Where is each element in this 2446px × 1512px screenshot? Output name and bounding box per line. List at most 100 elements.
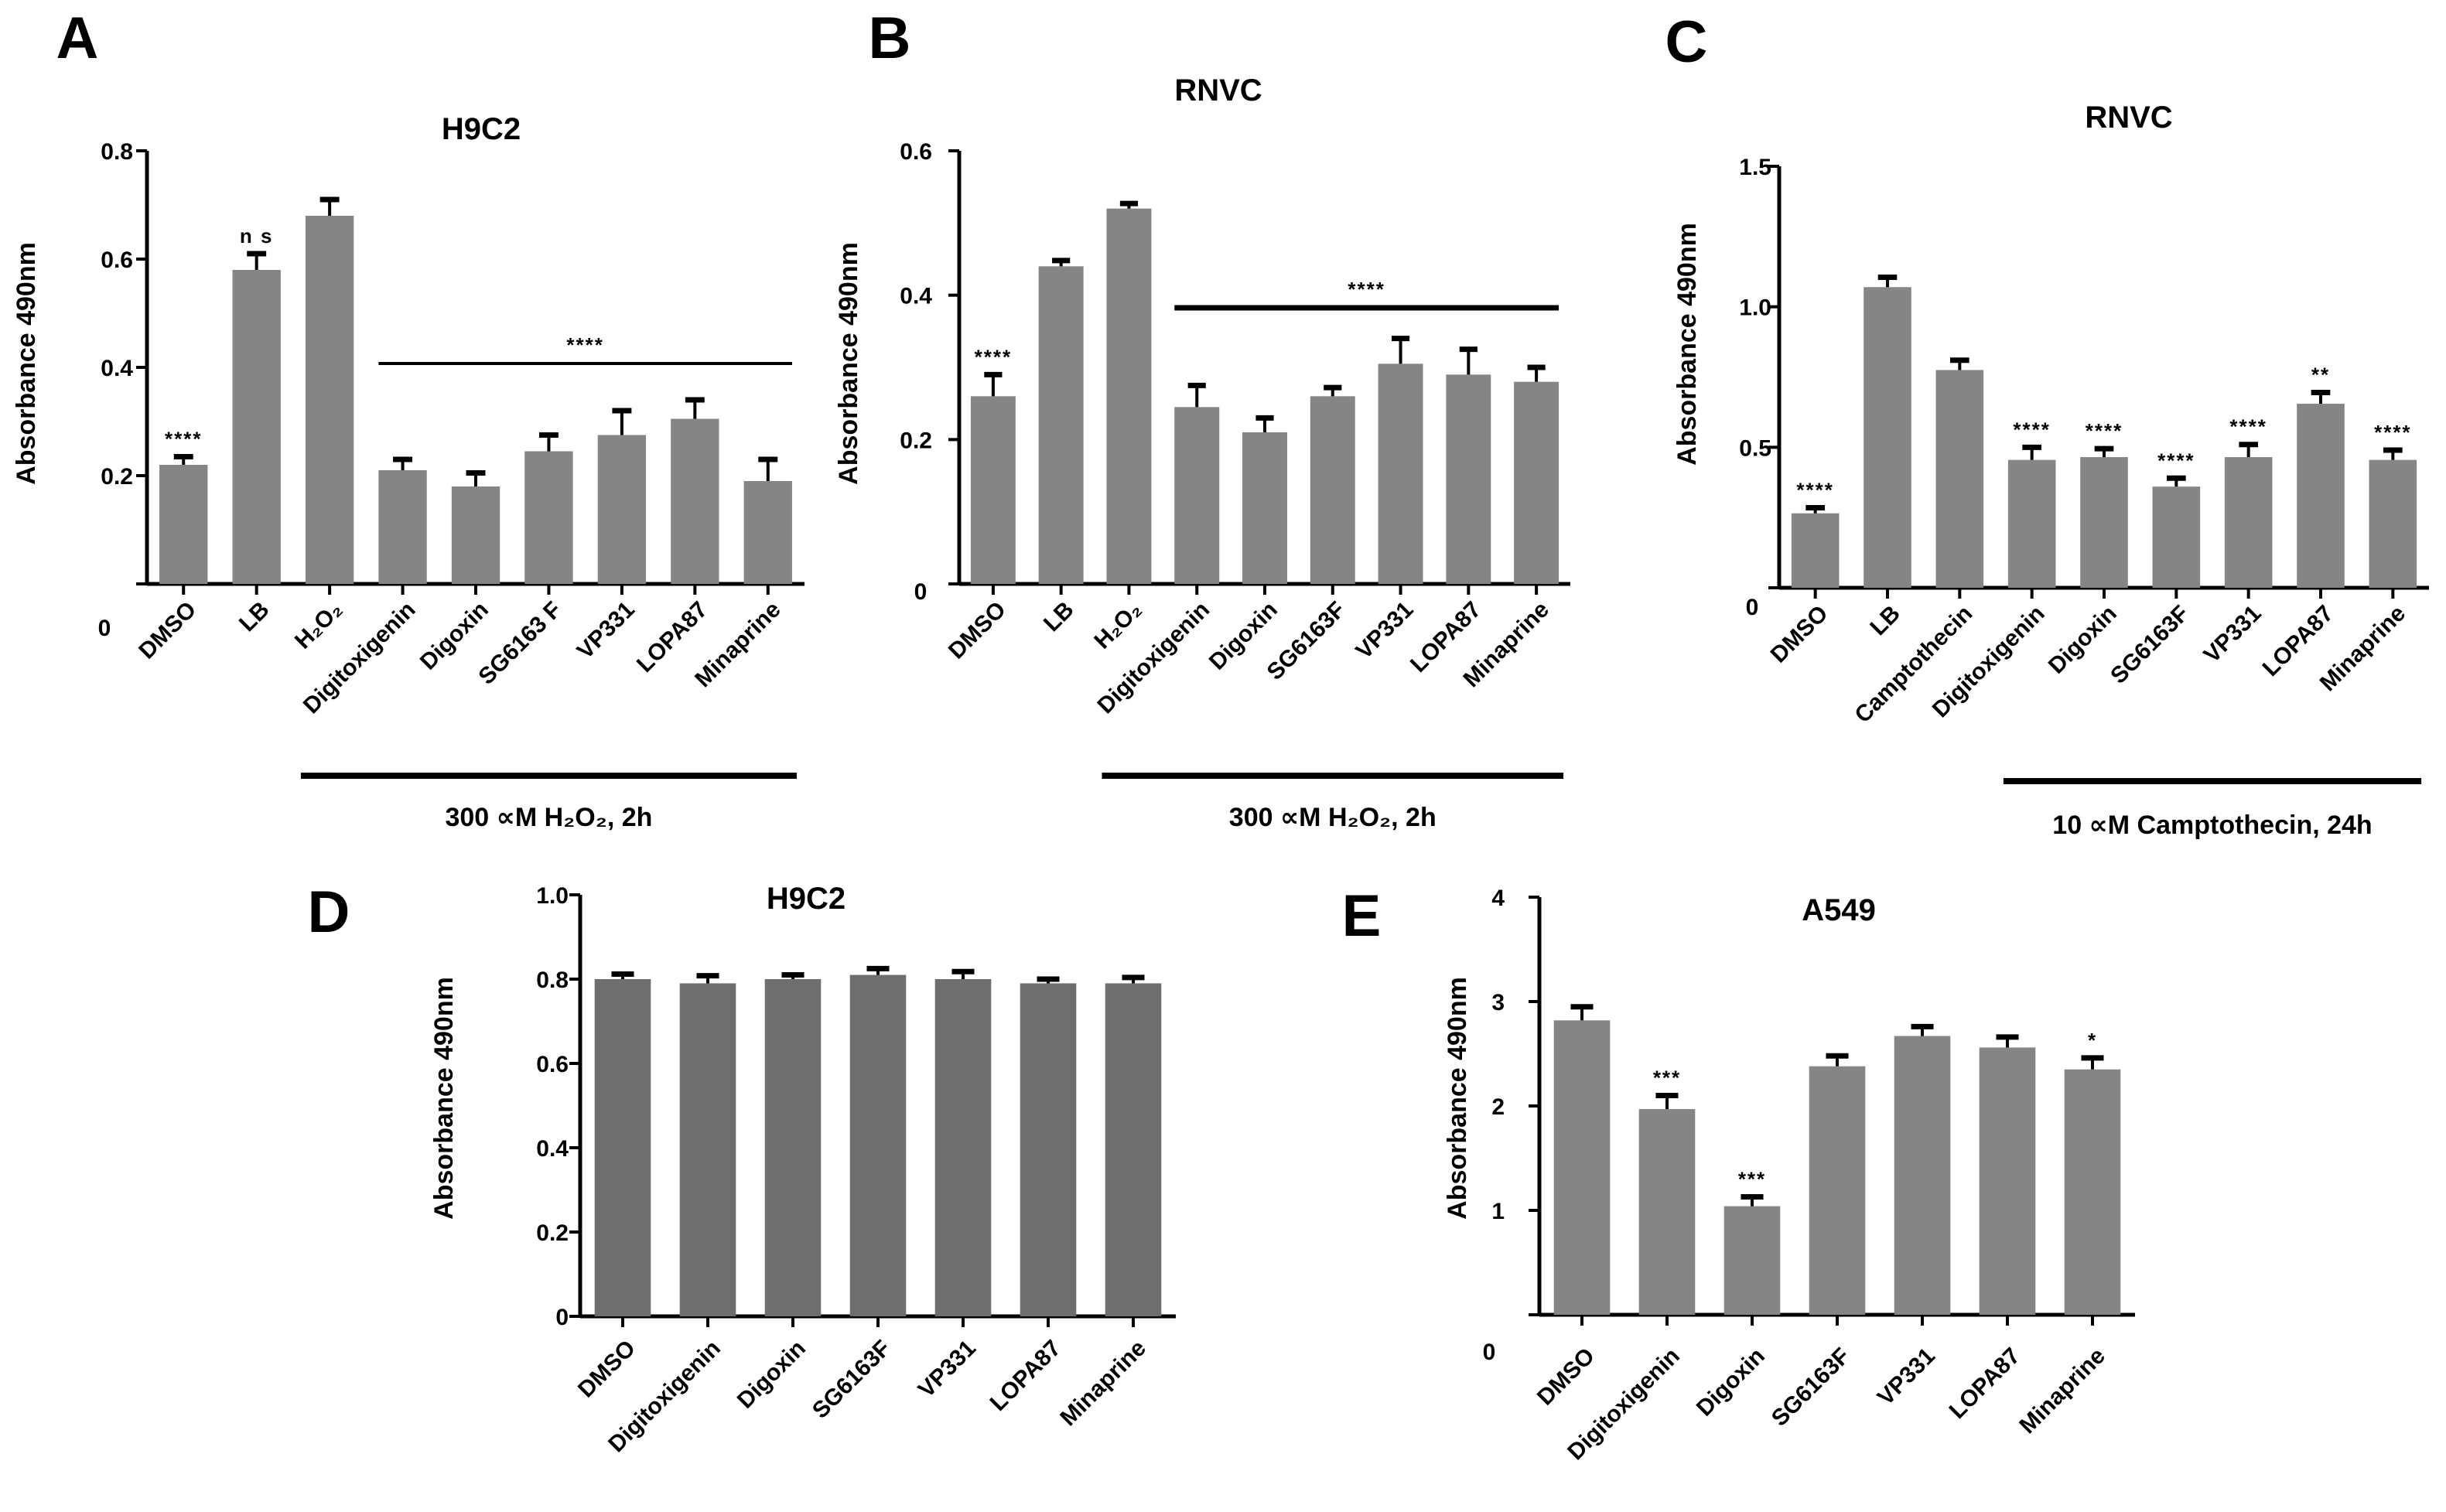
category-label: VP331: [2199, 601, 2267, 668]
category-label: LOPA87: [1945, 1343, 2025, 1424]
category-label: LOPA87: [986, 1336, 1066, 1416]
y-tick-label: 0.8: [101, 139, 133, 165]
treatment-bracket-label: 300 ∝M H₂O₂, 2h: [445, 803, 652, 832]
significance-label: n s: [240, 224, 274, 247]
chart-title: RNVC: [1174, 73, 1262, 108]
y-tick-label: 0.6: [101, 247, 133, 273]
bar: [1723, 1206, 1781, 1315]
bar: [524, 451, 573, 584]
y-tick-label: 0.4: [900, 284, 932, 309]
y-tick-label: 0: [1746, 595, 1759, 620]
y-tick-label: 1.0: [1739, 295, 1771, 321]
bar: [2064, 1069, 2121, 1315]
bar: [597, 435, 647, 584]
bar: [1105, 983, 1162, 1316]
significance-label: *: [2088, 1029, 2097, 1052]
y-tick-label: 0.5: [1739, 435, 1771, 461]
bar: [1809, 1066, 1866, 1315]
y-axis-label: Absorbance 490nm: [834, 242, 863, 485]
category-label: VP331: [1351, 597, 1418, 664]
significance-label: ****: [2086, 419, 2123, 442]
significance-label: ****: [1796, 478, 1833, 501]
y-tick-label: 1.0: [536, 883, 569, 909]
treatment-bracket-label: 10 ∝M Camptothecin, 24h: [2052, 811, 2372, 840]
bar: [2080, 457, 2128, 588]
group-significance-label: ****: [566, 333, 603, 357]
bar: [970, 396, 1016, 584]
significance-label: ****: [2229, 415, 2267, 439]
significance-label: ***: [1653, 1067, 1681, 1090]
category-label: LB: [1039, 597, 1079, 637]
category-label: H₂O₂: [290, 597, 347, 654]
y-tick-label: 0: [98, 616, 111, 641]
category-label: DMSO: [1532, 1343, 1600, 1411]
bar: [2224, 457, 2273, 588]
panel-b: B RNVC Absorbance 490nm 0 0.2 0.4 0.6 **** DMSO L…: [834, 5, 1570, 832]
y-tick-label: 2: [1491, 1094, 1505, 1120]
bar: [1310, 396, 1355, 584]
bar: [934, 979, 992, 1316]
bar: [1106, 208, 1152, 584]
bar: [1638, 1109, 1696, 1315]
category-label: DMSO: [134, 597, 201, 664]
significance-label: ****: [165, 428, 202, 451]
category-label: DMSO: [1766, 601, 1833, 668]
bar: [159, 465, 208, 584]
category-label: LB: [1865, 601, 1905, 641]
bar: [2007, 459, 2056, 588]
bar: [1894, 1036, 1951, 1315]
chart-title: H9C2: [767, 882, 846, 916]
category-label: LB: [234, 597, 275, 637]
y-tick-label: 0: [914, 579, 927, 605]
y-axis-label: Absorbance 490nm: [1443, 977, 1472, 1220]
category-label: Minaprine: [1055, 1336, 1151, 1432]
panel-letter: C: [1665, 9, 1708, 75]
y-tick-label: 0.4: [101, 356, 133, 381]
bar: [1020, 983, 1077, 1316]
category-label: Minaprine: [2014, 1343, 2110, 1439]
y-tick-label: 0.4: [536, 1136, 569, 1162]
y-axis-label: Absorbance 490nm: [12, 242, 41, 485]
category-label: DMSO: [944, 597, 1011, 664]
category-label: DMSO: [573, 1336, 641, 1403]
category-label: VP331: [1873, 1343, 1940, 1411]
bar: [305, 216, 354, 584]
bar: [679, 983, 736, 1316]
bar: [671, 418, 719, 584]
y-tick-label: 0: [555, 1305, 569, 1330]
bar: [1038, 266, 1084, 584]
bar: [1174, 407, 1220, 584]
bar: [378, 470, 427, 584]
bar: [1935, 370, 1984, 588]
panel-letter: E: [1342, 883, 1382, 949]
panel-d: D H9C2 Absorbance 490nm 0 0.2 0.4 0.6 0.8 1.0 DMS…: [308, 879, 1176, 1457]
group-significance-label: ****: [1348, 278, 1385, 301]
category-label: SG6163F: [808, 1336, 896, 1424]
category-label: H₂O₂: [1089, 597, 1146, 654]
y-tick-label: 0.8: [536, 968, 569, 993]
category-label: SG6163F: [1767, 1343, 1855, 1432]
y-tick-label: 0: [1483, 1340, 1496, 1365]
bar: [1791, 513, 1840, 588]
significance-label: ****: [975, 345, 1012, 368]
bar: [451, 486, 500, 584]
y-axis-label: Absorbance 490nm: [429, 977, 459, 1220]
y-tick-label: 0.6: [900, 139, 932, 165]
y-tick-label: 0.2: [101, 464, 133, 490]
y-tick-label: 4: [1491, 886, 1505, 911]
chart-title: A549: [1802, 893, 1876, 927]
bar: [1864, 287, 1911, 588]
category-label: Digoxin: [1692, 1343, 1770, 1422]
significance-label: ***: [1738, 1167, 1766, 1190]
panel-letter: D: [308, 879, 350, 945]
category-label: SG6163F: [2106, 601, 2194, 689]
category-label: VP331: [914, 1336, 981, 1403]
category-label: Digoxin: [733, 1336, 811, 1414]
bar: [1514, 381, 1559, 584]
panel-letter: A: [56, 5, 99, 71]
y-tick-label: 3: [1491, 990, 1505, 1015]
chart-title: RNVC: [2085, 101, 2172, 135]
significance-label: ****: [2374, 421, 2411, 444]
y-tick-label: 0.2: [536, 1220, 569, 1246]
